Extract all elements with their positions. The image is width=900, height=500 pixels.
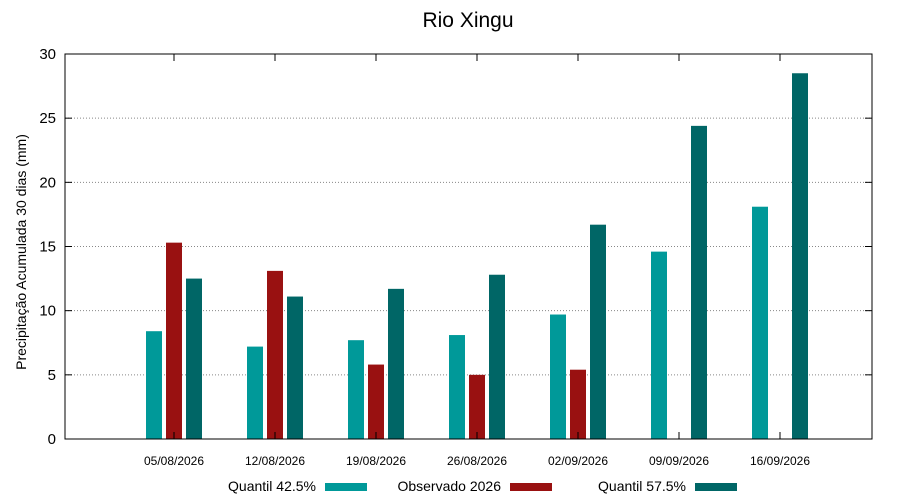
x-tick-label: 12/08/2026: [245, 454, 305, 468]
y-axis-ticks: 0 5 10 15 20 25 30: [39, 46, 872, 448]
bar-2-4: [469, 374, 485, 439]
x-tick-label: 19/08/2026: [346, 454, 406, 468]
x-axis-ticks: 05/08/2026 12/08/2026 19/08/2026 26/08/2026…: [144, 54, 810, 468]
y-tick-label: 0: [48, 431, 56, 448]
grid-lines: [65, 117, 872, 376]
x-tick-label: 26/08/2026: [447, 454, 507, 468]
bar-1-4: [449, 335, 465, 439]
legend-label-2: Observado 2026: [397, 478, 501, 494]
bar-1-5: [550, 314, 566, 439]
bar-3-7: [792, 73, 808, 439]
bar-2-1: [166, 242, 182, 439]
x-tick-label: 16/09/2026: [750, 454, 810, 468]
bar-1-2: [247, 346, 263, 439]
bar-2-2: [267, 270, 283, 439]
x-tick-label: 02/09/2026: [548, 454, 608, 468]
legend-swatch-3: [695, 483, 737, 491]
bar-1-7: [752, 206, 768, 439]
bar-1-3: [348, 340, 364, 439]
bar-3-1: [186, 278, 202, 439]
y-tick-label: 30: [39, 46, 56, 63]
y-tick-label: 20: [39, 174, 56, 191]
y-tick-label: 5: [48, 367, 56, 384]
bar-1-1: [146, 331, 162, 439]
y-tick-label: 15: [39, 239, 56, 256]
y-tick-label: 25: [39, 110, 56, 127]
x-tick-label: 09/09/2026: [649, 454, 709, 468]
bar-3-5: [590, 224, 606, 439]
bar-2-3: [368, 364, 384, 439]
legend: Quantil 42.5% Observado 2026 Quantil 57.5%: [228, 478, 737, 494]
x-tick-label: 05/08/2026: [144, 454, 204, 468]
bar-2-5: [570, 369, 586, 439]
legend-swatch-1: [325, 483, 367, 491]
legend-label-3: Quantil 57.5%: [598, 478, 686, 494]
legend-label-1: Quantil 42.5%: [228, 478, 316, 494]
bar-3-4: [489, 274, 505, 439]
bar-3-6: [691, 125, 707, 439]
y-axis-label: Precipitação Acumulada 30 dias (mm): [13, 134, 29, 370]
bar-1-6: [651, 251, 667, 439]
bars: [146, 73, 808, 439]
bar-3-3: [388, 288, 404, 439]
y-tick-label: 10: [39, 303, 56, 320]
chart-title: Rio Xingu: [422, 9, 513, 32]
bar-3-2: [287, 296, 303, 439]
legend-swatch-2: [510, 483, 552, 491]
